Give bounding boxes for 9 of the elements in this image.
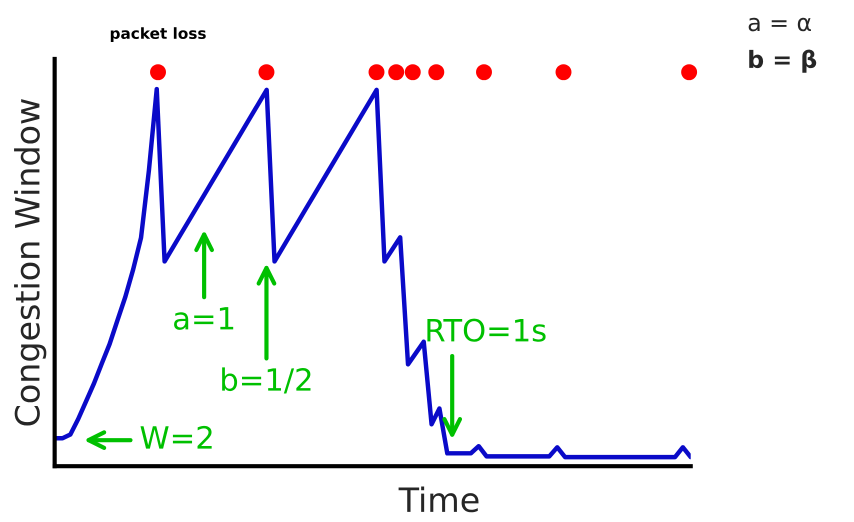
annotation: W=2 <box>140 426 212 449</box>
annotation: b=1/2 <box>222 367 310 394</box>
text: a = α <box>748 18 811 32</box>
x-axis-title: Time <box>398 486 478 512</box>
annotation: RTO=1s <box>427 318 546 342</box>
text: packet loss <box>110 27 206 42</box>
annotation: a=1 <box>174 307 234 330</box>
text: b = β <box>749 50 816 73</box>
y-axis-title: Congestion Window <box>14 99 46 426</box>
